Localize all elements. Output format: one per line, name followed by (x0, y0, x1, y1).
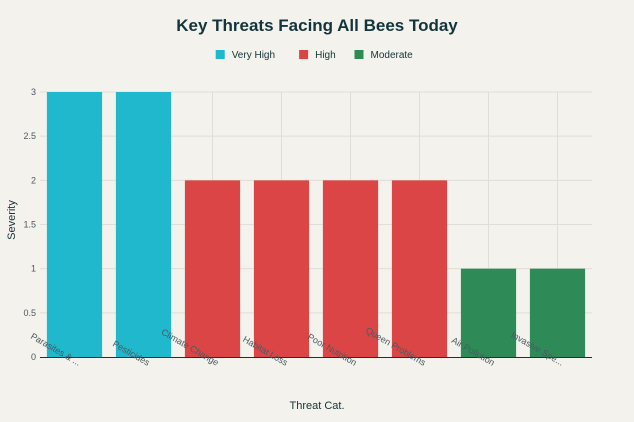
bar (184, 180, 241, 357)
bar (529, 268, 586, 357)
y-axis-label: Severity (6, 200, 18, 240)
x-axis-label: Threat Cat. (289, 400, 344, 412)
bar (115, 92, 172, 357)
chart-legend: Very High High Moderate (215, 50, 414, 61)
y-tick-label: 3 (31, 87, 36, 97)
bar (253, 180, 310, 357)
legend-label: Moderate (371, 50, 414, 61)
y-tick-label: 0.5 (23, 308, 36, 318)
y-ticks: 0 0.5 1 1.5 2 2.5 3 (23, 87, 36, 362)
legend-swatch (354, 50, 364, 59)
legend-swatch (215, 50, 225, 59)
y-tick-label: 2 (31, 175, 36, 185)
bar (322, 180, 379, 357)
bar (46, 92, 103, 357)
bar (391, 180, 448, 357)
chart-title: Key Threats Facing All Bees Today (176, 16, 458, 35)
bar (460, 268, 517, 357)
legend-label: High (315, 50, 336, 61)
y-tick-label: 1 (31, 264, 36, 274)
legend-swatch (299, 50, 309, 59)
legend-label: Very High (232, 50, 275, 61)
y-tick-label: 1.5 (23, 220, 36, 230)
y-tick-label: 2.5 (23, 131, 36, 141)
bars (46, 92, 586, 357)
y-tick-label: 0 (31, 352, 36, 362)
